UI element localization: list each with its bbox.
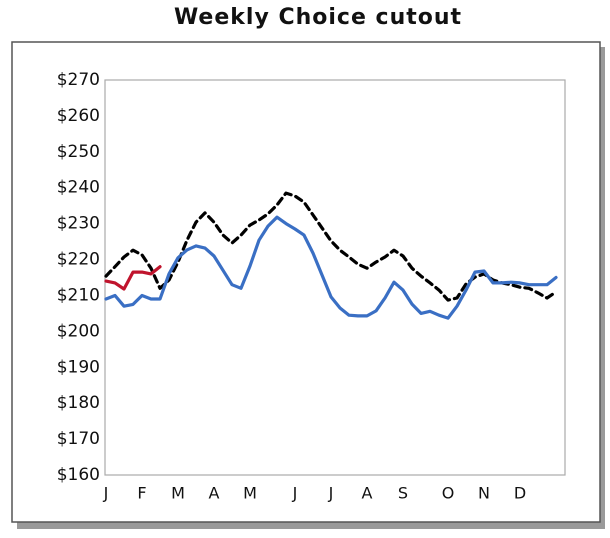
y-tick-label: $240 — [57, 178, 100, 198]
x-tick-label: A — [209, 484, 220, 503]
y-tick-label: $260 — [57, 106, 100, 126]
y-tick-label: $230 — [57, 214, 100, 234]
series-line — [104, 265, 162, 291]
x-tick-label: F — [137, 484, 146, 503]
chart-title: Weekly Choice cutout — [174, 5, 462, 30]
x-tick-label: D — [514, 484, 526, 503]
x-tick-label: A — [362, 484, 373, 503]
y-tick-label: $180 — [57, 393, 100, 413]
x-tick-label: N — [478, 484, 490, 503]
x-tick-label: O — [442, 484, 455, 503]
plot-area — [104, 79, 566, 476]
y-tick-label: $270 — [57, 70, 100, 90]
y-tick-label: $170 — [57, 429, 100, 449]
y-tick-label: $190 — [57, 357, 100, 377]
series-line — [104, 215, 558, 320]
x-tick-label: M — [171, 484, 185, 503]
x-tick-label: J — [328, 484, 334, 503]
x-tick-label: M — [243, 484, 257, 503]
y-tick-label: $160 — [57, 465, 100, 485]
y-tick-label: $220 — [57, 250, 100, 270]
x-tick-label: J — [292, 484, 298, 503]
y-tick-label: $210 — [57, 285, 100, 305]
y-tick-label: $200 — [57, 321, 100, 341]
y-tick-label: $250 — [57, 142, 100, 162]
x-tick-label: S — [398, 484, 408, 503]
x-tick-label: J — [103, 484, 109, 503]
